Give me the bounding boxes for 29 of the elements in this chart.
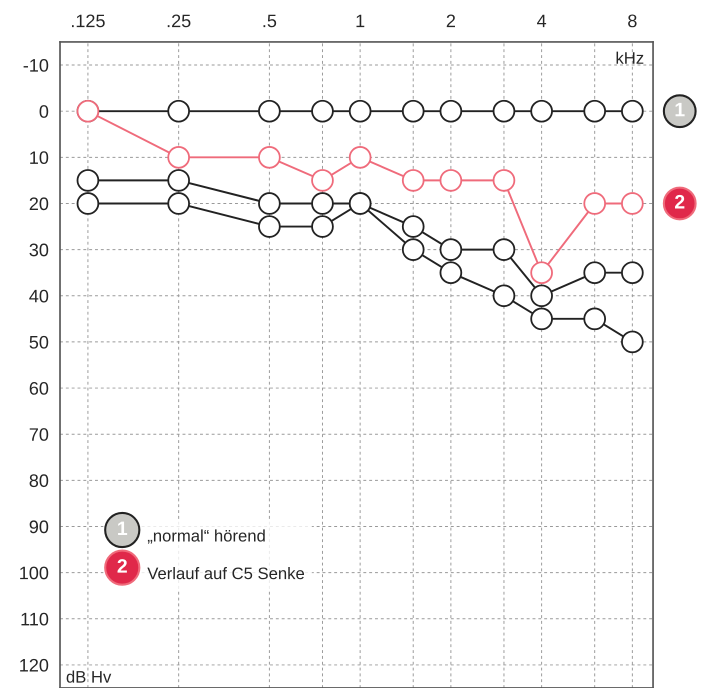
legend-label: „normal“ hörend [148, 529, 265, 544]
text: 2 [675, 194, 684, 209]
annotation: 2 [118, 559, 127, 573]
y-tick-label: -10 [24, 58, 48, 72]
x-tick-label: .25 [168, 14, 190, 28]
annotation: 1 [118, 522, 128, 536]
y-tick-label: 40 [29, 290, 48, 302]
x-tick-label: 8 [628, 14, 637, 28]
y-tick-label: 10 [30, 151, 48, 164]
y-tick-label: 120 [20, 658, 48, 672]
y-tick-label: 80 [30, 474, 48, 488]
y-tick-label: 50 [30, 336, 48, 349]
x-axis-title: kHz [616, 52, 644, 64]
y-tick-label: 90 [30, 520, 48, 534]
x-tick-label: 4 [537, 14, 546, 28]
y-tick-label: 60 [30, 382, 48, 395]
legend-label: Verlauf auf C5 Senke [147, 567, 304, 580]
y-tick-label: 70 [30, 428, 48, 441]
y-tick-label: 0 [40, 105, 48, 118]
x-tick-label: .125 [72, 14, 105, 28]
x-tick-label: 1 [356, 14, 364, 28]
text: 1 [676, 102, 685, 116]
y-tick-label: 110 [21, 612, 48, 626]
y-axis-title: dB Hv [66, 670, 112, 683]
y-tick-label: 20 [30, 197, 48, 210]
x-tick-label: 2 [446, 14, 455, 28]
x-tick-label: .5 [264, 14, 276, 28]
y-tick-label: 100 [20, 566, 48, 580]
y-tick-label: 30 [30, 244, 48, 256]
